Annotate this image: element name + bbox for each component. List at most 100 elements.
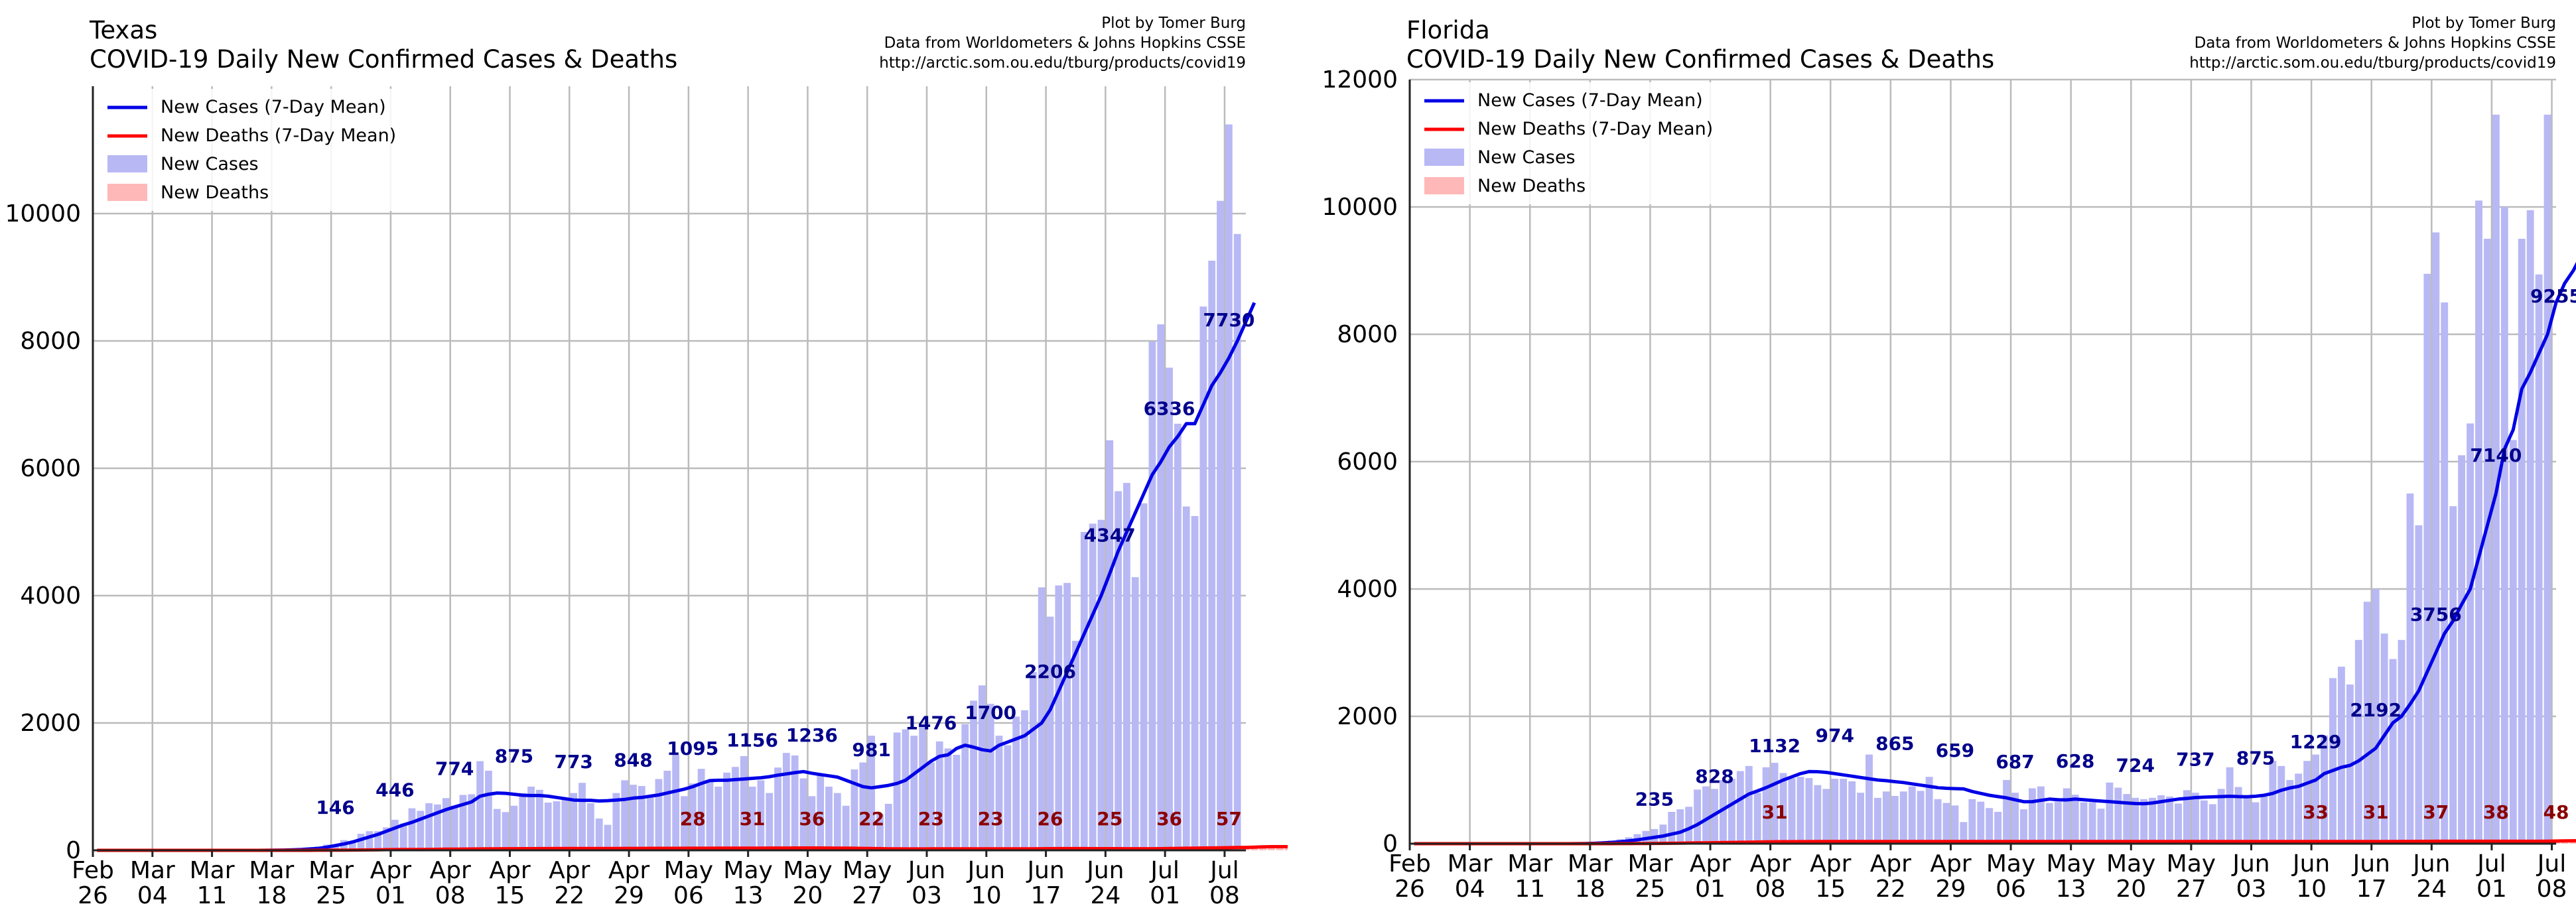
x-tick-day: 27 <box>2176 876 2206 903</box>
chart-title: COVID-19 Daily New Confirmed Cases & Dea… <box>1406 45 1994 74</box>
case-mean-label: 1229 <box>2290 731 2342 753</box>
death-mean-label: 23 <box>978 808 1004 830</box>
legend-label: New Deaths <box>161 182 269 203</box>
case-bar <box>2492 114 2500 844</box>
case-bar <box>799 778 807 850</box>
x-tick-day: 10 <box>2296 876 2327 903</box>
case-bar <box>459 795 467 850</box>
legend-label: New Cases <box>1477 147 1576 168</box>
y-tick-label: 12000 <box>1322 66 1398 94</box>
case-bar <box>1788 778 1796 844</box>
case-bar <box>1960 822 1968 844</box>
x-tick-month: May <box>2167 850 2216 878</box>
death-mean-label: 33 <box>2303 801 2329 823</box>
case-bar <box>1174 423 1182 850</box>
case-bar <box>1865 754 1873 844</box>
x-tick-day: 24 <box>2416 876 2447 903</box>
case-bar <box>1046 616 1054 850</box>
case-bar <box>2028 788 2036 844</box>
x-tick-month: May <box>723 857 772 884</box>
case-bar <box>450 805 458 850</box>
case-bar <box>1934 799 1942 844</box>
case-bar <box>1097 519 1105 850</box>
death-mean-label: 37 <box>2423 801 2449 823</box>
legend-label: New Cases (7-Day Mean) <box>161 97 386 117</box>
x-tick-month: Mar <box>1627 850 1672 878</box>
legend-label: New Deaths (7-Day Mean) <box>1477 119 1713 139</box>
x-tick-day: 11 <box>1515 876 1545 903</box>
x-tick-month: May <box>664 857 713 884</box>
case-mean-label: 146 <box>316 797 354 818</box>
case-bar <box>1720 780 1727 844</box>
case-bar <box>1822 789 1830 844</box>
region-title: Texas <box>89 16 157 44</box>
case-bar <box>2518 239 2526 844</box>
case-bar <box>935 741 943 850</box>
case-bar <box>595 818 603 850</box>
case-mean-label: 1236 <box>786 724 838 746</box>
case-bar <box>986 704 994 850</box>
case-bar <box>586 803 594 850</box>
x-tick-month: Jun <box>2352 850 2390 878</box>
x-tick-day: 26 <box>1394 876 1425 903</box>
case-bar <box>681 796 688 850</box>
case-bar <box>2020 809 2027 844</box>
case-mean-label: 2206 <box>1024 661 1076 683</box>
x-tick-month: Feb <box>1389 850 1431 878</box>
x-tick-month: Jun <box>1026 857 1064 884</box>
credit-line: Data from Worldometers & Johns Hopkins C… <box>2195 34 2556 52</box>
case-bar <box>1199 306 1207 850</box>
case-mean-label: 7140 <box>2470 444 2522 466</box>
case-bar <box>953 755 961 850</box>
death-mean-label: 26 <box>1038 808 1063 830</box>
case-bar <box>2063 788 2070 844</box>
case-bar <box>510 805 518 850</box>
case-bar <box>2398 639 2406 844</box>
x-tick-month: Mar <box>1448 850 1493 878</box>
case-mean-label: 737 <box>2176 748 2214 770</box>
case-mean-label: 9255 <box>2530 285 2576 307</box>
case-bar <box>706 780 714 850</box>
x-tick-day: 08 <box>1209 882 1240 909</box>
case-bar <box>1917 791 1925 844</box>
case-bar <box>902 729 910 850</box>
case-bar <box>2037 786 2045 844</box>
case-bar <box>782 753 790 850</box>
case-bar <box>884 803 892 850</box>
case-bar <box>1840 779 1848 844</box>
case-bar <box>859 762 867 850</box>
case-bar <box>970 700 977 850</box>
case-bar <box>544 803 552 850</box>
case-bar <box>817 773 825 850</box>
death-mean-label: 38 <box>2483 801 2509 823</box>
case-mean-label: 2192 <box>2350 699 2402 721</box>
case-bar <box>1115 491 1122 850</box>
case-bar <box>1131 577 1139 850</box>
case-bar <box>561 799 569 850</box>
case-bar <box>2080 802 2088 844</box>
x-tick-month: Apr <box>1690 850 1731 878</box>
case-bar <box>2423 273 2431 844</box>
case-mean-label: 875 <box>2236 747 2275 769</box>
legend-box <box>1412 82 1724 204</box>
x-tick-day: 06 <box>1996 876 2026 903</box>
case-bar <box>2475 200 2482 844</box>
case-bar <box>1942 803 1950 844</box>
case-mean-label: 848 <box>614 749 652 771</box>
case-mean-label: 875 <box>495 746 533 767</box>
x-tick-month: Apr <box>1870 850 1911 878</box>
case-bar <box>1711 789 1718 844</box>
case-bar <box>1771 763 1779 844</box>
case-bar <box>1217 200 1224 850</box>
x-tick-month: Jul <box>2536 850 2566 878</box>
case-bar <box>774 767 781 850</box>
credit-line: http://arctic.som.ou.edu/tburg/products/… <box>2189 54 2556 72</box>
case-bar <box>1874 797 1881 844</box>
x-tick-month: Apr <box>549 857 590 884</box>
credit-line: Plot by Tomer Burg <box>1101 15 1246 32</box>
x-tick-day: 18 <box>256 882 287 909</box>
case-bar <box>2260 796 2268 844</box>
y-tick-label: 10000 <box>5 200 81 228</box>
case-mean-label: 1476 <box>905 712 957 734</box>
case-bar <box>1123 483 1130 850</box>
